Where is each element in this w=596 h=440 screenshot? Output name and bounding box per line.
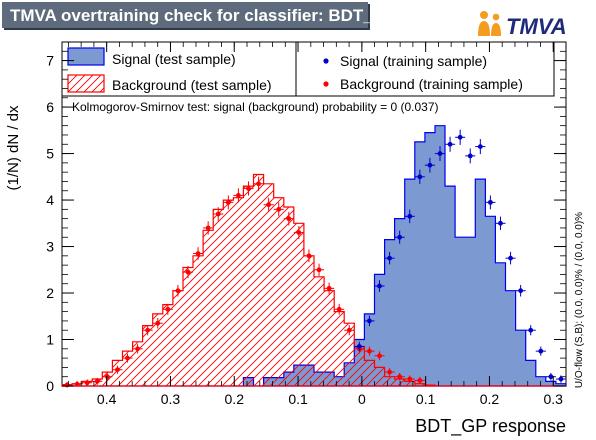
y-tick-label: 6 [46, 99, 54, 115]
background-training-point [225, 199, 231, 205]
signal-training-point [558, 376, 564, 382]
signal-training-point [387, 255, 392, 261]
background-training-point [246, 186, 251, 191]
logo-text: TMVA [506, 14, 567, 39]
signal-training-point [488, 199, 493, 205]
x-tick-label: 0 [358, 391, 366, 407]
tmva-logo: TMVA [478, 11, 567, 39]
signal-training-point [528, 327, 534, 333]
legend-background-training-label: Background (training sample) [340, 76, 523, 92]
background-training-point [336, 306, 342, 312]
background-training-point [104, 374, 110, 380]
x-tick-label: 0.2 [480, 391, 500, 407]
background-training-point [417, 378, 423, 383]
signal-training-point [437, 151, 443, 156]
background-training-point [185, 269, 191, 275]
background-training-point [195, 251, 201, 256]
background-training-point [296, 230, 302, 235]
y-tick-label: 5 [46, 146, 54, 162]
signal-training-point [518, 288, 524, 294]
background-training-point [286, 216, 292, 222]
chart-title: TMVA overtraining check for classifier: … [10, 6, 398, 25]
x-tick-label: 0.1 [416, 391, 436, 407]
overflow-text: U/O-flow (S,B): (0.0, 0.0)% / (0.0, 0.0)… [574, 212, 585, 388]
background-training-point [346, 327, 352, 333]
legend-training-box [295, 41, 555, 97]
logo-people-icon [478, 11, 501, 36]
background-training-point [316, 267, 322, 273]
x-tick-label: 0.1 [288, 391, 308, 407]
signal-training-point [407, 213, 413, 219]
x-axis-label: BDT_GP response [415, 416, 566, 437]
background-training-point [377, 353, 382, 359]
axes: 0.4 0.3 0.2 0.1 0 0.1 0.2 0.3 0 1 2 3 4 5 6 7 [46, 42, 566, 407]
signal-training-point [538, 348, 544, 354]
y-tick-label: 1 [46, 332, 54, 348]
signal-training-point [417, 174, 423, 180]
legend-signal-training-label: Signal (training sample) [340, 53, 487, 69]
signal-training-point [467, 153, 473, 159]
signal-training-markers [354, 129, 566, 383]
y-tick-label: 7 [46, 53, 54, 69]
signal-training-point [457, 134, 463, 140]
signal-training-point [498, 220, 503, 226]
y-tick-label: 3 [46, 239, 54, 255]
background-training-point [155, 320, 161, 326]
background-training-point [94, 378, 100, 384]
signal-training-point [477, 144, 483, 149]
ks-test-text: Kolmogorov-Smirnov test: signal (backgro… [72, 100, 439, 114]
y-tick-label: 0 [46, 378, 54, 394]
legend-signal-test-swatch [67, 47, 105, 66]
legend-signal-training-marker [323, 58, 329, 64]
signal-training-point [508, 255, 513, 261]
signal-training-point [427, 162, 433, 168]
background-training-point [145, 327, 151, 333]
background-training-point [205, 225, 211, 231]
signal-training-point [377, 283, 382, 289]
background-training-point [326, 285, 332, 291]
legend-background-test-label: Background (test sample) [112, 77, 272, 93]
background-training-point [135, 346, 141, 352]
signal-training-point [548, 374, 554, 380]
x-tick-label: 0.3 [544, 391, 564, 407]
background-training-point [215, 211, 221, 217]
background-training-point [266, 202, 272, 208]
title-box: TMVA overtraining check for classifier: … [2, 2, 397, 28]
legend-background-test-swatch [67, 74, 105, 93]
signal-training-point [367, 318, 372, 324]
legend-background-training-marker [323, 81, 329, 87]
signal-training-point [447, 141, 453, 147]
background-training-point [387, 369, 392, 375]
x-tick-label: 0.4 [97, 391, 117, 407]
background-training-point [276, 206, 282, 212]
background-training-point [175, 288, 181, 294]
legend-signal-test-label: Signal (test sample) [112, 51, 236, 67]
background-test-histogram [61, 173, 566, 387]
background-training-point [125, 355, 130, 361]
background-training-point [397, 374, 403, 380]
background-training-point [165, 306, 171, 312]
x-tick-label: 0.2 [225, 391, 245, 407]
y-tick-label: 2 [46, 285, 54, 301]
background-training-point [236, 193, 241, 198]
y-tick-label: 4 [46, 192, 54, 208]
background-training-point [74, 381, 80, 387]
background-training-point [306, 253, 312, 259]
background-training-markers [62, 176, 425, 388]
x-tick-label: 0.3 [161, 391, 181, 407]
y-axis-label: (1/N) dN / dx [5, 105, 22, 191]
background-training-point [84, 380, 90, 386]
background-training-point [256, 181, 261, 187]
signal-training-point [356, 344, 362, 349]
background-training-point [115, 367, 120, 373]
signal-training-point [397, 234, 403, 240]
background-training-point [367, 348, 372, 354]
background-training-point [407, 376, 413, 382]
